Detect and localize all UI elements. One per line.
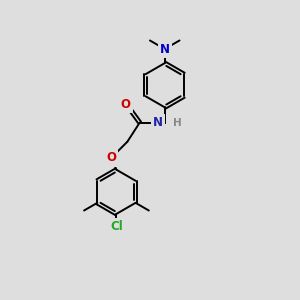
Text: N: N bbox=[160, 43, 170, 56]
Text: N: N bbox=[153, 116, 163, 129]
Text: Cl: Cl bbox=[110, 220, 123, 233]
Text: H: H bbox=[173, 118, 182, 128]
Text: O: O bbox=[106, 152, 116, 164]
Text: O: O bbox=[121, 98, 131, 111]
